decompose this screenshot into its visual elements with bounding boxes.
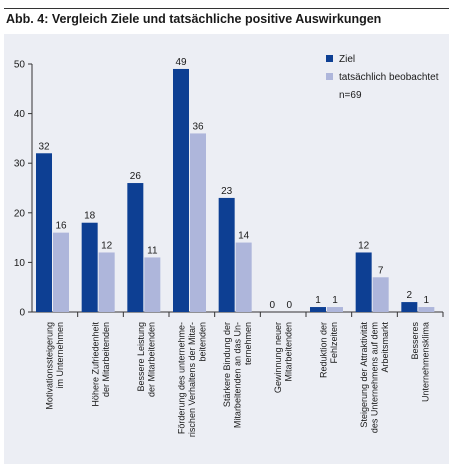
bar-ziel [173, 68, 189, 313]
legend-swatch-ziel [326, 55, 333, 62]
x-category-label-line: Unternehmensklima [420, 322, 430, 402]
y-tick-label: 50 [14, 60, 26, 71]
data-label-beobachtet: 7 [378, 265, 384, 276]
x-category-label-line: rischen Verhaltens der Mitar- [187, 322, 197, 437]
data-label-ziel: 32 [38, 141, 50, 152]
x-category-label: Bessere Leistungder Mitarbeitenden [136, 322, 157, 397]
legend-label-ziel: Ziel [339, 54, 355, 65]
x-category-label-line: Mitarbeitenden an das Un- [233, 322, 243, 428]
x-category-label-line: Höhere Zufriedenheit [90, 322, 100, 407]
bar-beobachtet [190, 133, 206, 312]
y-tick-label: 40 [14, 109, 26, 120]
x-category-label-line: im Unternehmen [55, 322, 65, 389]
data-label-ziel: 12 [358, 240, 370, 251]
bar-ziel [36, 153, 52, 312]
data-label-ziel: 1 [315, 295, 321, 306]
x-category-label-line: Gewinnung neuer [273, 322, 283, 393]
bar-ziel [310, 307, 326, 312]
x-category-label: Stärkere Bindung derMitarbeitenden an da… [222, 322, 253, 428]
data-label-beobachtet: 36 [192, 121, 204, 132]
bar-beobachtet [372, 277, 389, 312]
bar-ziel [355, 252, 372, 312]
data-label-ziel: 2 [407, 290, 413, 301]
x-category-label: Förderung des unternehme-rischen Verhalt… [176, 322, 207, 437]
legend-label-beobachtet: tatsächlich beobachtet [339, 72, 439, 83]
x-category-label-line: Motivationssteigerung [45, 322, 55, 410]
x-category-label-line: Fehlzeiten [329, 322, 339, 364]
x-category-label: BesseresUnternehmensklima [410, 322, 431, 403]
x-category-label-line: Mitarbeitenden [283, 322, 293, 382]
x-category-label-line: Arbeitsmarkt [380, 322, 390, 373]
data-label-beobachtet: 11 [147, 245, 158, 256]
bar-beobachtet [327, 307, 343, 312]
x-category-label-line: der Mitarbeitenden [101, 322, 111, 397]
bar-ziel [218, 197, 235, 312]
x-category-label-line: Besseres [410, 322, 420, 360]
chart-title: Abb. 4: Vergleich Ziele und tatsächliche… [6, 12, 382, 26]
x-category-label-line: Steigerung der Attraktivität [359, 322, 369, 428]
x-category-label-line: ternehmen [243, 322, 253, 365]
bar-beobachtet [418, 307, 435, 312]
x-category-label-line: Reduktion der [319, 322, 329, 378]
data-label-beobachtet: 1 [332, 295, 338, 306]
x-category-label: Höhere Zufriedenheitder Mitarbeitenden [90, 322, 111, 407]
bar-beobachtet [98, 252, 115, 312]
y-tick-label: 20 [14, 208, 26, 219]
x-category-label-line: beitenden [197, 322, 207, 362]
x-category-label: Motivationssteigerungim Unternehmen [45, 322, 65, 410]
data-label-ziel: 18 [84, 211, 96, 222]
bar-ziel [81, 222, 98, 312]
bar-ziel [401, 302, 418, 312]
x-category-label: Steigerung der Attraktivitätdes Unterneh… [359, 322, 390, 434]
x-category-label-line: Stärkere Bindung der [222, 322, 232, 407]
data-label-ziel: 49 [175, 57, 187, 68]
y-tick-label: 0 [19, 308, 25, 319]
bar-beobachtet [53, 232, 69, 312]
bar-ziel [127, 183, 144, 312]
x-category-label: Gewinnung neuerMitarbeitenden [273, 322, 294, 393]
data-label-beobachtet: 16 [55, 221, 67, 232]
x-category-label-line: Bessere Leistung [136, 322, 146, 392]
x-category-label: Reduktion derFehlzeiten [319, 322, 340, 378]
x-category-label-line: Förderung des unternehme- [176, 322, 186, 434]
legend-swatch-beobachtet [326, 73, 333, 80]
data-label-beobachtet: 1 [424, 295, 430, 306]
data-label-beobachtet: 12 [101, 240, 113, 251]
data-label-beobachtet: 14 [238, 231, 250, 242]
x-category-label-line: des Unternehmens auf dem [370, 322, 380, 433]
data-label-ziel: 0 [270, 300, 276, 311]
y-tick-label: 30 [14, 159, 26, 170]
data-label-beobachtet: 0 [287, 300, 293, 311]
title-rule [4, 8, 449, 9]
y-tick-label: 10 [14, 258, 26, 269]
data-label-ziel: 26 [130, 171, 142, 182]
legend-note-n: n=69 [339, 90, 362, 101]
data-label-ziel: 23 [221, 186, 233, 197]
x-category-label-line: der Mitarbeitenden [146, 322, 156, 397]
bar-beobachtet [235, 242, 252, 312]
bar-beobachtet [144, 257, 161, 312]
